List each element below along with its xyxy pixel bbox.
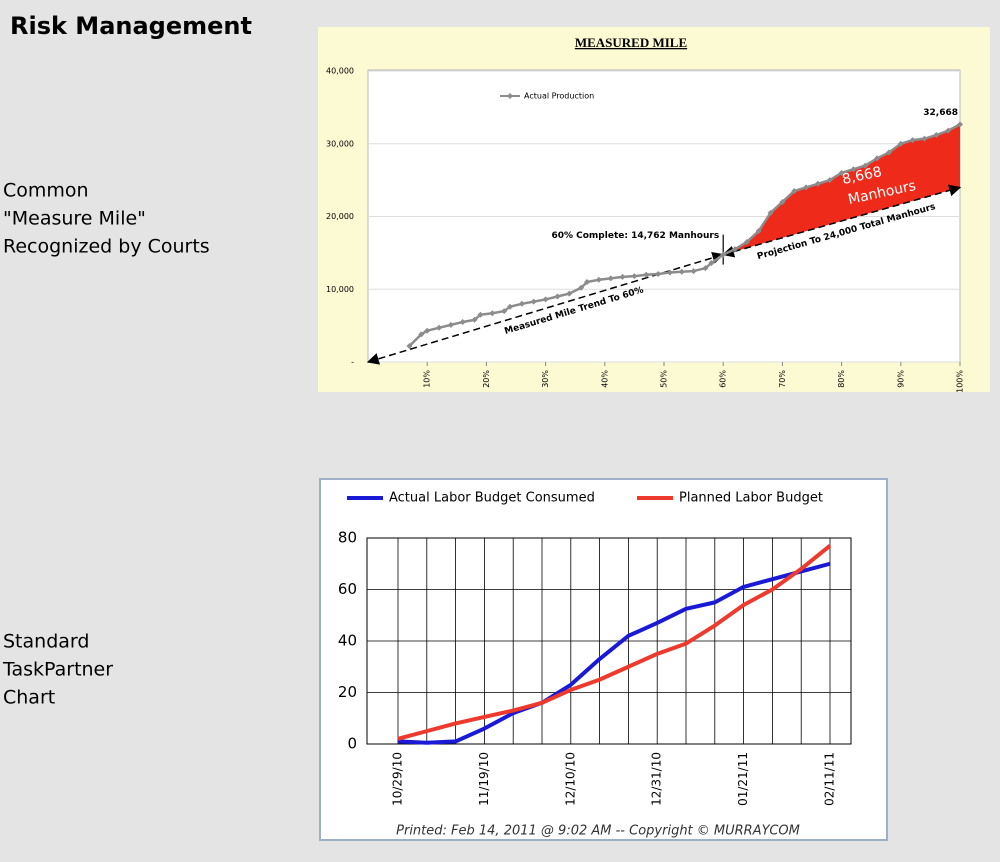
section-label: Standard (3, 631, 89, 653)
measured-mile-chart: - 10,000 20,000 30,000 40,000 10% 20% 30% 40% 50%… (326, 67, 965, 393)
data-point (459, 318, 466, 325)
data-point (507, 303, 514, 310)
data-point (921, 135, 928, 142)
y-tick-label: 40,000 (326, 67, 354, 76)
y-tick-label: 30,000 (326, 139, 354, 148)
data-point (850, 166, 857, 173)
data-point (666, 269, 673, 276)
trend-line (722, 184, 962, 258)
data-point (447, 321, 454, 328)
section-labels: Common "Measure Mile" Recognized by Courts… (2, 180, 210, 709)
series-line (397, 561, 831, 745)
data-point (566, 290, 573, 297)
data-point (584, 278, 591, 285)
data-point (678, 268, 685, 275)
x-tick-label: 12/10/10 (563, 752, 577, 806)
section-label: "Measure Mile" (3, 208, 146, 230)
x-tick-label: 80% (837, 370, 846, 388)
legend-label: Planned Labor Budget (679, 491, 823, 506)
legend-label: Actual Production (524, 92, 594, 101)
data-point (489, 310, 496, 317)
data-point (690, 268, 697, 275)
data-point (702, 265, 709, 272)
data-point (957, 121, 963, 128)
y-tick-label: 20 (338, 683, 357, 701)
section-label: Common (3, 180, 89, 202)
data-point (643, 271, 650, 278)
x-tick-label: 10/29/10 (391, 752, 405, 806)
chart-title: MEASURED MILE (575, 35, 687, 50)
data-point (862, 162, 869, 169)
data-point (885, 149, 892, 156)
data-point (477, 311, 484, 318)
data-point (945, 127, 952, 134)
data-point (743, 238, 750, 245)
data-point (767, 209, 774, 216)
x-tick-label: 30% (541, 370, 550, 388)
x-tick-label: 90% (896, 370, 905, 388)
x-tick-label: 01/21/11 (736, 752, 750, 806)
section-label: Recognized by Courts (3, 236, 210, 258)
value-label: 32,668 (923, 108, 958, 118)
data-point (755, 228, 762, 235)
data-point (607, 275, 614, 282)
caption: Printed: Feb 14, 2011 @ 9:02 AM -- Copyr… (396, 824, 800, 839)
data-point (631, 273, 638, 280)
data-point (655, 270, 662, 277)
x-tick-label: 40% (600, 370, 609, 388)
data-point (424, 327, 431, 334)
x-tick-label: 02/11/11 (823, 752, 837, 806)
y-tick-label: 0 (347, 735, 357, 753)
data-point (406, 342, 413, 349)
data-point (909, 137, 916, 144)
x-tick-label: 70% (778, 370, 787, 388)
data-point (720, 251, 727, 258)
data-point (436, 324, 443, 331)
data-point (471, 316, 478, 323)
x-tick-label: 11/19/10 (477, 752, 491, 806)
data-point (803, 184, 810, 191)
x-tick-label: 60% (719, 370, 728, 388)
section-label: Chart (3, 687, 55, 709)
legend-label: Actual Labor Budget Consumed (389, 491, 595, 506)
data-point (779, 198, 786, 205)
x-tick-label: 20% (482, 370, 491, 388)
data-point (554, 293, 561, 300)
data-point (418, 331, 425, 338)
y-tick-label: 20,000 (326, 212, 354, 221)
page-title: Risk Management (10, 12, 252, 40)
section-label: TaskPartner (2, 659, 113, 681)
data-point (595, 276, 602, 283)
data-point (530, 298, 537, 305)
data-point (518, 300, 525, 307)
x-tick-label: 12/31/10 (650, 752, 664, 806)
data-point (897, 140, 904, 147)
data-point (501, 308, 508, 315)
data-point (826, 177, 833, 184)
y-tick-label: 40 (338, 632, 357, 650)
annotation: 60% Complete: 14,762 Manhours (551, 231, 719, 241)
data-point (874, 155, 881, 162)
data-point (578, 284, 585, 291)
x-tick-label: 10% (423, 370, 432, 388)
data-point (791, 188, 798, 195)
data-point (732, 246, 739, 253)
labor-budget-chart: 0 20 40 60 80 10/29/10 11/19/10 12/10/10 12/31/1… (338, 491, 851, 806)
x-tick-label: 50% (660, 370, 669, 388)
data-point (542, 296, 549, 303)
legend-marker (507, 93, 513, 99)
data-point (838, 169, 845, 176)
series-line (397, 544, 832, 741)
y-tick-label: - (351, 358, 354, 367)
y-tick-label: 80 (338, 529, 357, 547)
data-point (708, 260, 715, 267)
y-tick-label: 60 (338, 580, 357, 598)
y-tick-label: 10,000 (326, 285, 354, 294)
data-point (814, 180, 821, 187)
x-tick-label: 100% (956, 370, 965, 393)
data-point (619, 273, 626, 280)
data-point (933, 132, 940, 139)
